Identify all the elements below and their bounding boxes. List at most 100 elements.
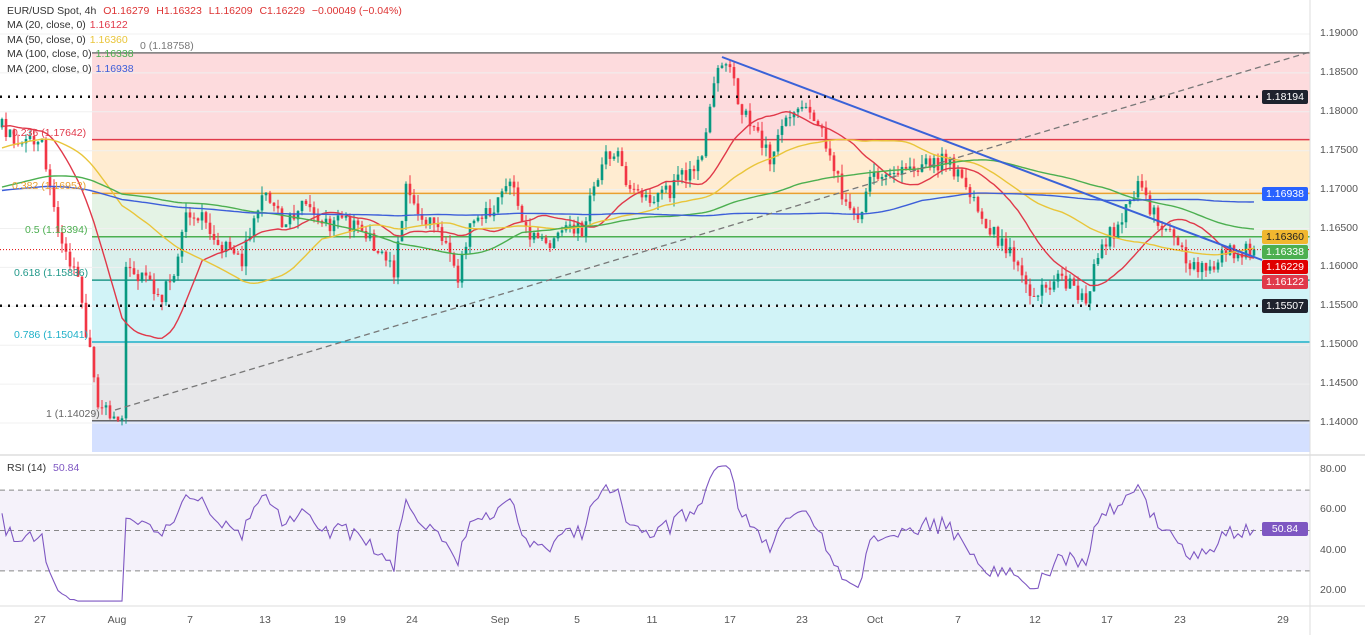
ohlc-open: O1.16279 (103, 5, 150, 17)
price-badge: 1.16938 (1262, 187, 1308, 202)
candle-body (1176, 237, 1180, 246)
candle-body (1196, 262, 1200, 273)
candle-body (1016, 261, 1020, 266)
candle-body (932, 158, 936, 168)
candle-body (128, 266, 132, 269)
candle-body (68, 251, 72, 267)
candle-body (528, 226, 532, 240)
candle-body (168, 281, 172, 283)
ma-200-line (1, 185, 1255, 217)
candle-body (928, 158, 932, 168)
candle-body (856, 213, 860, 220)
candle-body (1088, 291, 1092, 304)
candle-body (1072, 278, 1076, 286)
candle-body (1104, 244, 1108, 247)
ma-label: MA (200, close, 0) (7, 62, 92, 75)
candle-body (72, 266, 76, 268)
candle-body (632, 188, 636, 190)
candle-body (312, 207, 316, 215)
candle-body (372, 233, 376, 251)
time-label: 11 (646, 614, 658, 626)
candle-body (472, 220, 476, 224)
candle-body (516, 187, 520, 206)
candle-body (1020, 265, 1024, 276)
price-tick: 1.15000 (1320, 338, 1358, 351)
candle-body (1132, 197, 1136, 201)
candle-body (572, 224, 576, 234)
fib-zone (92, 280, 1310, 343)
candle-body (652, 201, 656, 203)
candle-body (212, 233, 216, 240)
candle-body (852, 208, 856, 214)
candle-body (196, 218, 200, 221)
candle-body (1120, 222, 1124, 225)
candle-body (612, 156, 616, 159)
candle-body (1036, 295, 1040, 297)
candle-body (1092, 264, 1096, 292)
candle-body (100, 407, 104, 409)
candle-body (1124, 204, 1128, 223)
candle-body (1052, 281, 1056, 290)
dashed-trendline[interactable] (114, 51, 1311, 411)
candle-body (108, 405, 112, 419)
ma-value: 1.16360 (89, 33, 128, 46)
price-tick: 1.18500 (1320, 65, 1358, 78)
candle-body (440, 227, 444, 242)
candle-body (540, 237, 544, 239)
candle-body (1216, 262, 1220, 270)
ma-legend-item: MA (50, close, 0) 1.16360 (7, 34, 132, 46)
ma-value: 1.16122 (89, 19, 128, 31)
candle-body (1128, 200, 1132, 205)
candle-body (764, 144, 768, 148)
candle-body (616, 151, 620, 157)
candle-body (252, 218, 256, 237)
ma-legend-item: MA (100, close, 0) 1.16338 (7, 48, 138, 60)
descending-trendline[interactable] (721, 56, 1263, 261)
candle-body (828, 148, 832, 156)
candle-body (636, 189, 640, 191)
candle-body (860, 212, 864, 220)
candle-body (1044, 284, 1048, 288)
candle-body (164, 281, 168, 303)
candle-body (968, 187, 972, 198)
candle-body (1068, 278, 1072, 289)
candle-body (412, 195, 416, 204)
candle-body (8, 129, 12, 137)
candle-body (176, 256, 180, 276)
candle-body (256, 210, 260, 219)
candle-body (1224, 250, 1228, 255)
candle-body (1008, 247, 1012, 254)
candle-body (832, 155, 836, 172)
time-label: 29 (1277, 614, 1289, 626)
candle-body (120, 418, 124, 421)
candle-body (784, 117, 788, 126)
rsi-badge: 50.84 (1262, 521, 1308, 536)
candle-body (740, 104, 744, 115)
candle-body (848, 201, 852, 209)
candle-body (816, 121, 820, 126)
candle-body (760, 130, 764, 148)
candle-body (880, 176, 884, 179)
candle-body (908, 166, 912, 169)
price-badge: 1.16229 (1262, 260, 1308, 275)
candle-body (584, 221, 588, 237)
candle-body (948, 157, 952, 165)
candle-body (388, 260, 392, 262)
candle-body (1012, 247, 1016, 262)
time-label: 23 (1174, 614, 1186, 626)
candle-body (268, 192, 272, 203)
time-label: 19 (334, 614, 346, 626)
candle-body (424, 219, 428, 226)
fib-label: 0.382 (1.16952) (12, 180, 87, 193)
fib-label: 0.236 (1.17642) (12, 126, 87, 139)
price-tick: 1.17000 (1320, 182, 1358, 195)
candle-body (0, 118, 4, 128)
candle-body (884, 174, 888, 177)
candle-body (544, 237, 548, 244)
candle-body (792, 112, 796, 118)
fib-label: 1 (1.14029) (46, 407, 100, 420)
candle-body (976, 196, 980, 212)
candle-body (88, 337, 92, 348)
